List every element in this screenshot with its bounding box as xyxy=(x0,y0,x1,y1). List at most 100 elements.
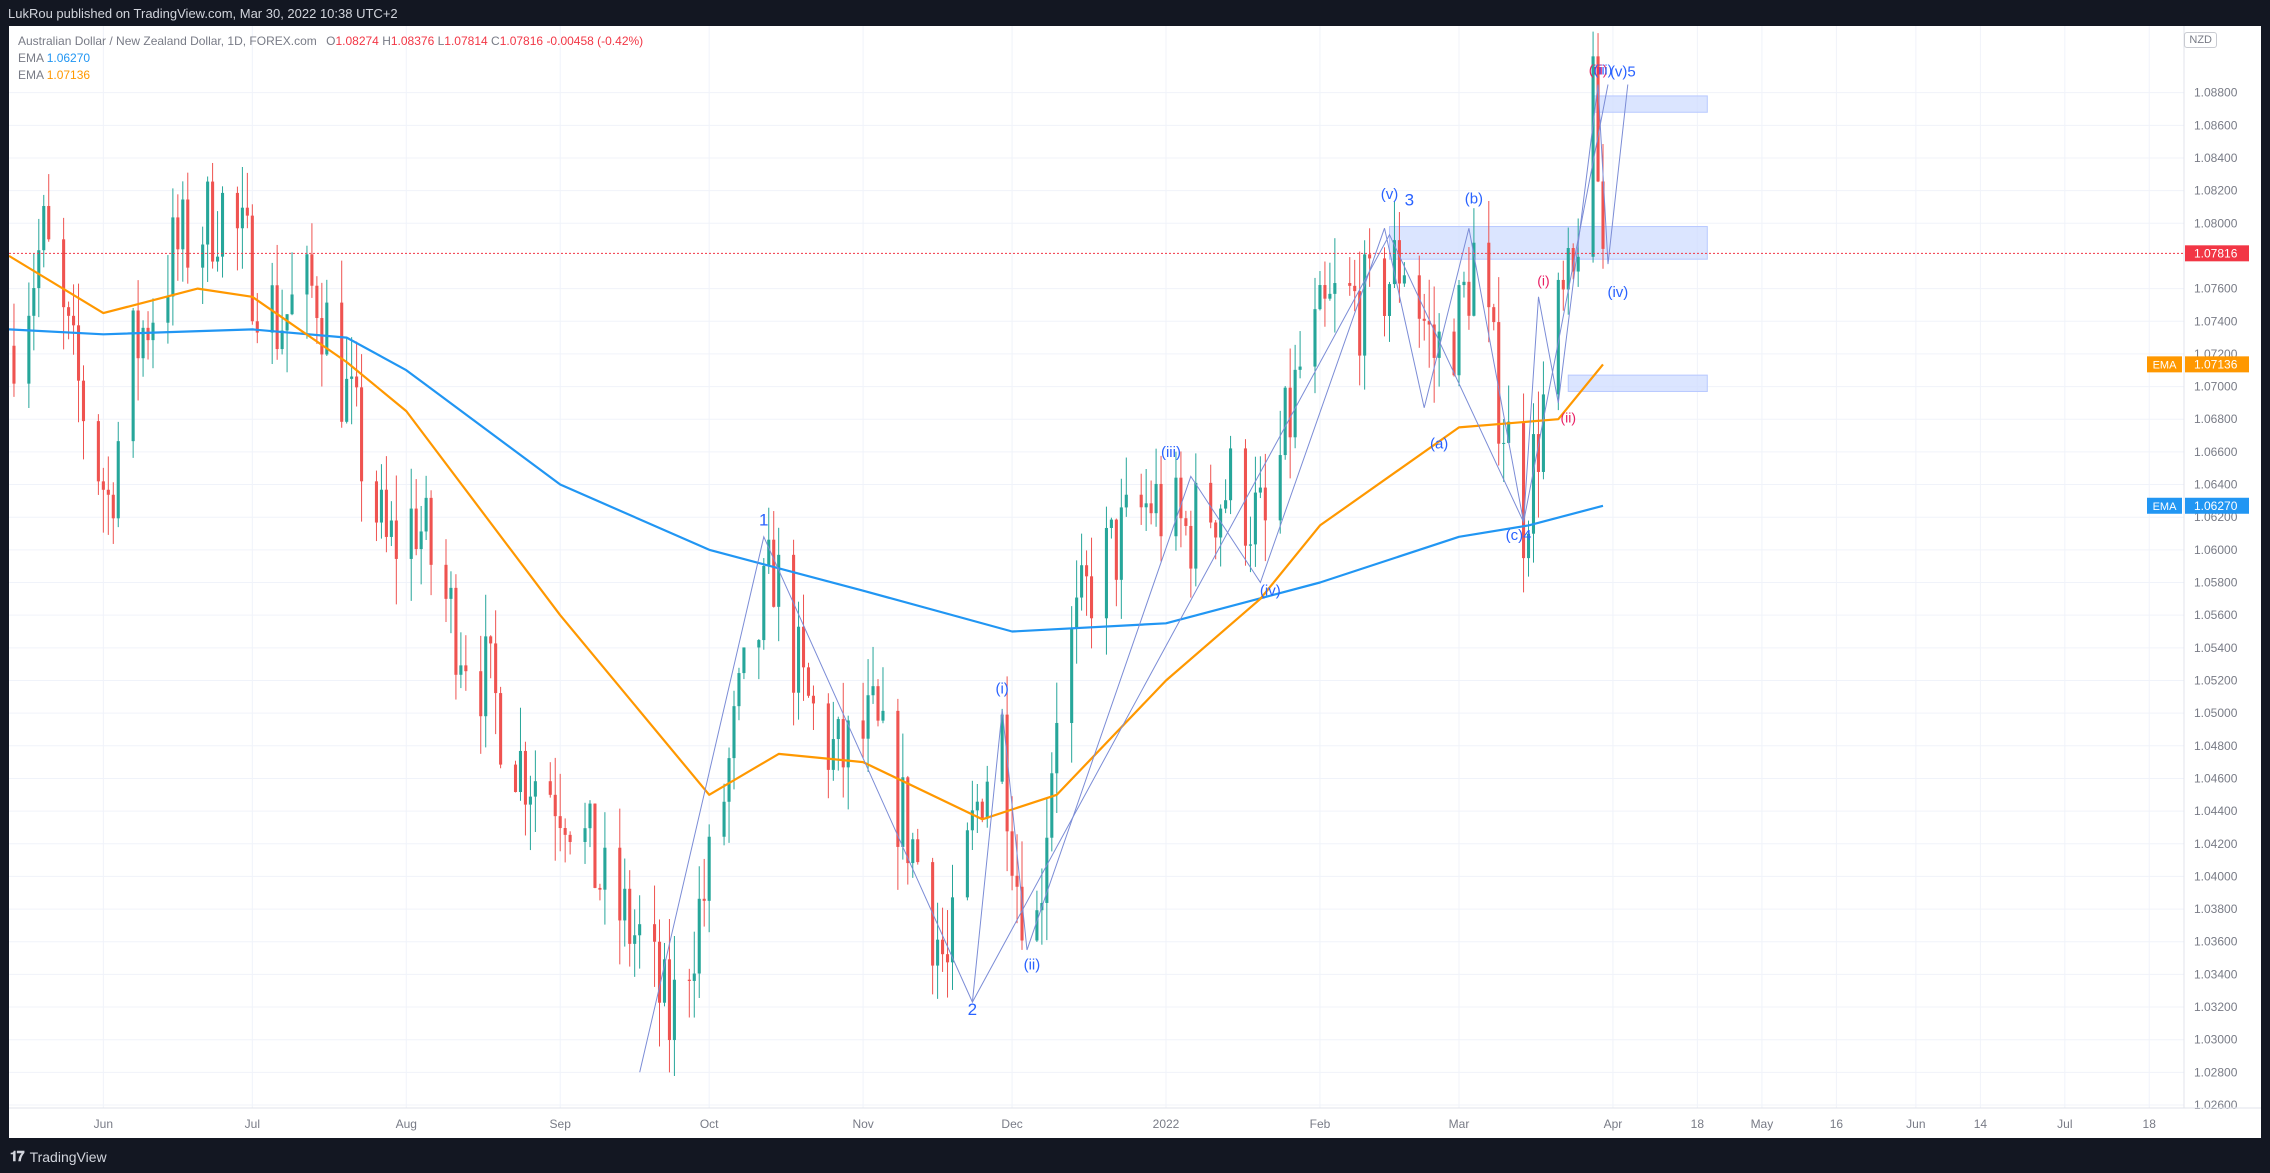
time-tick-label: 18 xyxy=(1691,1117,1705,1131)
candle xyxy=(762,558,766,650)
currency-button[interactable]: NZD xyxy=(2184,32,2217,48)
tradingview-logo[interactable]: 𝟏𝟕 TradingView xyxy=(10,1148,107,1165)
candle-body xyxy=(171,217,175,297)
wave-label: (iii) xyxy=(1589,62,1608,78)
candle xyxy=(1601,144,1605,269)
candle-body xyxy=(216,256,220,262)
candle-body xyxy=(186,199,190,268)
candle xyxy=(1214,520,1218,560)
candle-body xyxy=(350,376,354,379)
price-tick-label: 1.05200 xyxy=(2194,673,2238,687)
candle xyxy=(240,166,244,269)
candle-body xyxy=(379,489,383,523)
candle xyxy=(1179,451,1183,548)
candle xyxy=(687,968,691,1018)
candle xyxy=(727,747,731,843)
candle xyxy=(414,479,418,556)
candle-body xyxy=(409,508,413,559)
candle-body xyxy=(345,378,349,422)
candle-body xyxy=(628,888,632,944)
candle-body xyxy=(1348,283,1352,286)
candle xyxy=(737,667,741,721)
price-tick-label: 1.08400 xyxy=(2194,151,2238,165)
candle xyxy=(876,679,880,727)
candle-body xyxy=(240,207,244,229)
candle-body xyxy=(1248,544,1252,546)
candle-body xyxy=(598,887,602,890)
candle xyxy=(1189,510,1193,598)
candle xyxy=(444,539,448,623)
candle xyxy=(355,341,359,407)
price-tick-label: 1.04800 xyxy=(2194,739,2238,753)
candle xyxy=(1313,277,1317,394)
candle xyxy=(47,174,51,242)
candle xyxy=(12,303,16,397)
candle-body xyxy=(235,192,239,229)
legend-ema-short-value: 1.07136 xyxy=(46,68,91,82)
candle-body xyxy=(1050,773,1054,838)
candle xyxy=(1417,255,1421,348)
candle-body xyxy=(47,205,51,240)
candle-body xyxy=(62,239,66,308)
candle-body xyxy=(325,302,329,355)
candle xyxy=(523,741,527,836)
price-tick-label: 1.07000 xyxy=(2194,380,2238,394)
candle xyxy=(965,822,969,901)
candle xyxy=(1283,385,1287,460)
candle xyxy=(1020,841,1024,950)
candle xyxy=(901,733,905,860)
legend-close-key: C xyxy=(491,34,500,48)
ema-short-tag-bg xyxy=(2185,356,2249,373)
candle-body xyxy=(633,935,637,944)
candle xyxy=(1055,682,1059,814)
ema-long-tag-value: 1.06270 xyxy=(2194,499,2238,513)
candle-body xyxy=(101,481,105,490)
price-tick-label: 1.03800 xyxy=(2194,902,2238,916)
candle xyxy=(1263,453,1267,562)
candle xyxy=(424,475,428,541)
candle-body xyxy=(111,494,115,519)
candle-body xyxy=(1209,482,1213,523)
candle-body xyxy=(489,636,493,644)
candle-body xyxy=(116,441,120,519)
candle xyxy=(881,667,885,724)
candle-body xyxy=(499,693,503,765)
candle xyxy=(340,260,344,428)
chart-canvas[interactable]: 1 2 3 (c)4 (v)5 (i) (ii) (iii) (iv) (v) (a) (b) (i) (… xyxy=(9,26,2261,1138)
candle xyxy=(1278,410,1282,534)
price-tick-label: 1.06600 xyxy=(2194,445,2238,459)
zone-box xyxy=(1592,95,1708,113)
candle xyxy=(742,647,746,680)
candle xyxy=(1149,480,1153,525)
candle-body xyxy=(72,315,76,326)
candle-body xyxy=(811,695,815,704)
price-tick-label: 1.05000 xyxy=(2194,706,2238,720)
candle xyxy=(1536,391,1540,518)
candle-body xyxy=(792,554,796,693)
candle-body xyxy=(1075,597,1079,629)
candle-body xyxy=(871,686,875,696)
candle-body xyxy=(106,489,110,495)
candle xyxy=(454,574,458,700)
candle xyxy=(871,646,875,704)
candle-body xyxy=(980,801,984,819)
price-tick-label: 1.06000 xyxy=(2194,543,2238,557)
candle-body xyxy=(1020,886,1024,941)
candle-body xyxy=(1601,181,1605,249)
candle xyxy=(1248,516,1252,573)
wave-label: 3 xyxy=(1405,190,1414,209)
price-tick-label: 1.03000 xyxy=(2194,1033,2238,1047)
candle xyxy=(449,571,453,634)
ema-short-tag-value: 1.07136 xyxy=(2194,357,2238,371)
chart-area[interactable]: 1 2 3 (c)4 (v)5 (i) (ii) (iii) (iv) (v) (a) (b) (i) (… xyxy=(9,26,2261,1138)
candle-body xyxy=(1353,285,1357,292)
time-tick-label: Aug xyxy=(396,1117,417,1131)
legend-ema-long-row[interactable]: EMA 1.06270 xyxy=(18,50,643,67)
legend-ema-short-row[interactable]: EMA 1.07136 xyxy=(18,67,643,84)
candle xyxy=(429,490,433,596)
candle xyxy=(1293,344,1297,449)
candle xyxy=(310,223,314,298)
price-tick-label: 1.05400 xyxy=(2194,641,2238,655)
candle-body xyxy=(355,376,359,388)
candle xyxy=(211,162,215,269)
